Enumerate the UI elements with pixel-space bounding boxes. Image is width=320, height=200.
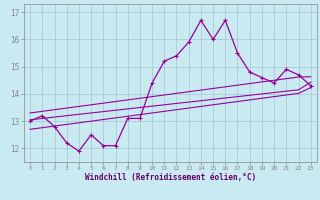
X-axis label: Windchill (Refroidissement éolien,°C): Windchill (Refroidissement éolien,°C) [85, 173, 256, 182]
